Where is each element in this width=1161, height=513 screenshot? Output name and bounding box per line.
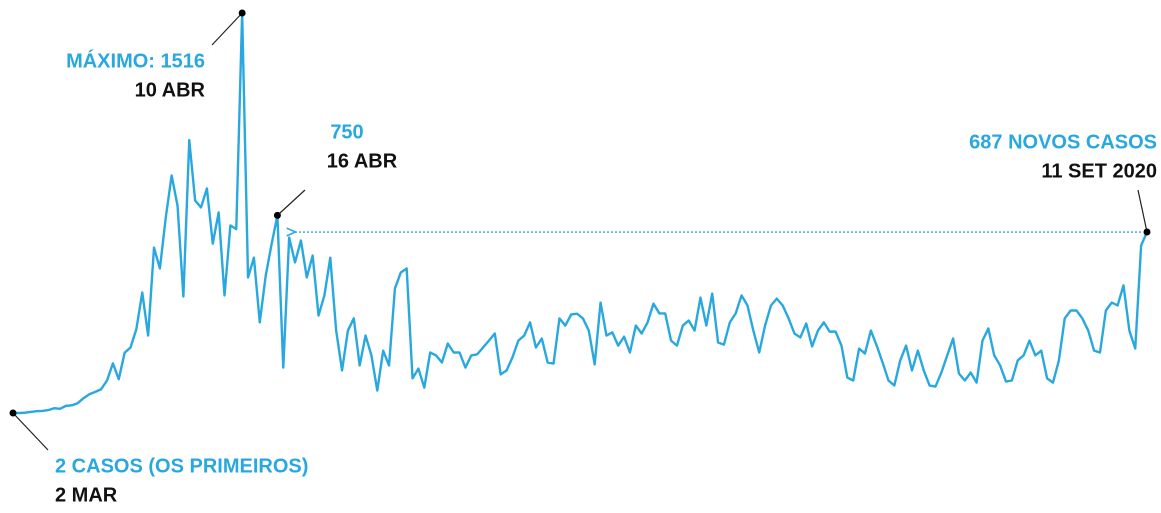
point <box>273 211 281 219</box>
annotation-date: 11 SET 2020 <box>1041 160 1157 182</box>
leader-line <box>276 189 306 216</box>
annotation-label: 687 NOVOS CASOS <box>969 131 1157 153</box>
annotation-label: MÁXIMO: 1516 <box>66 49 205 72</box>
leader-line <box>12 412 49 451</box>
annotation-label: 2 CASOS (OS PRIMEIROS) <box>55 455 308 477</box>
leader-line <box>1137 189 1148 233</box>
annotation-date: 10 ABR <box>135 79 206 101</box>
line <box>13 11 1149 415</box>
leader-line <box>211 12 243 46</box>
point <box>1143 228 1151 236</box>
annotation-date: 16 ABR <box>327 150 398 172</box>
point <box>238 9 246 17</box>
annotation-date: 2 MAR <box>55 484 118 506</box>
annotation-label: 750 <box>330 121 363 143</box>
point <box>9 409 17 417</box>
